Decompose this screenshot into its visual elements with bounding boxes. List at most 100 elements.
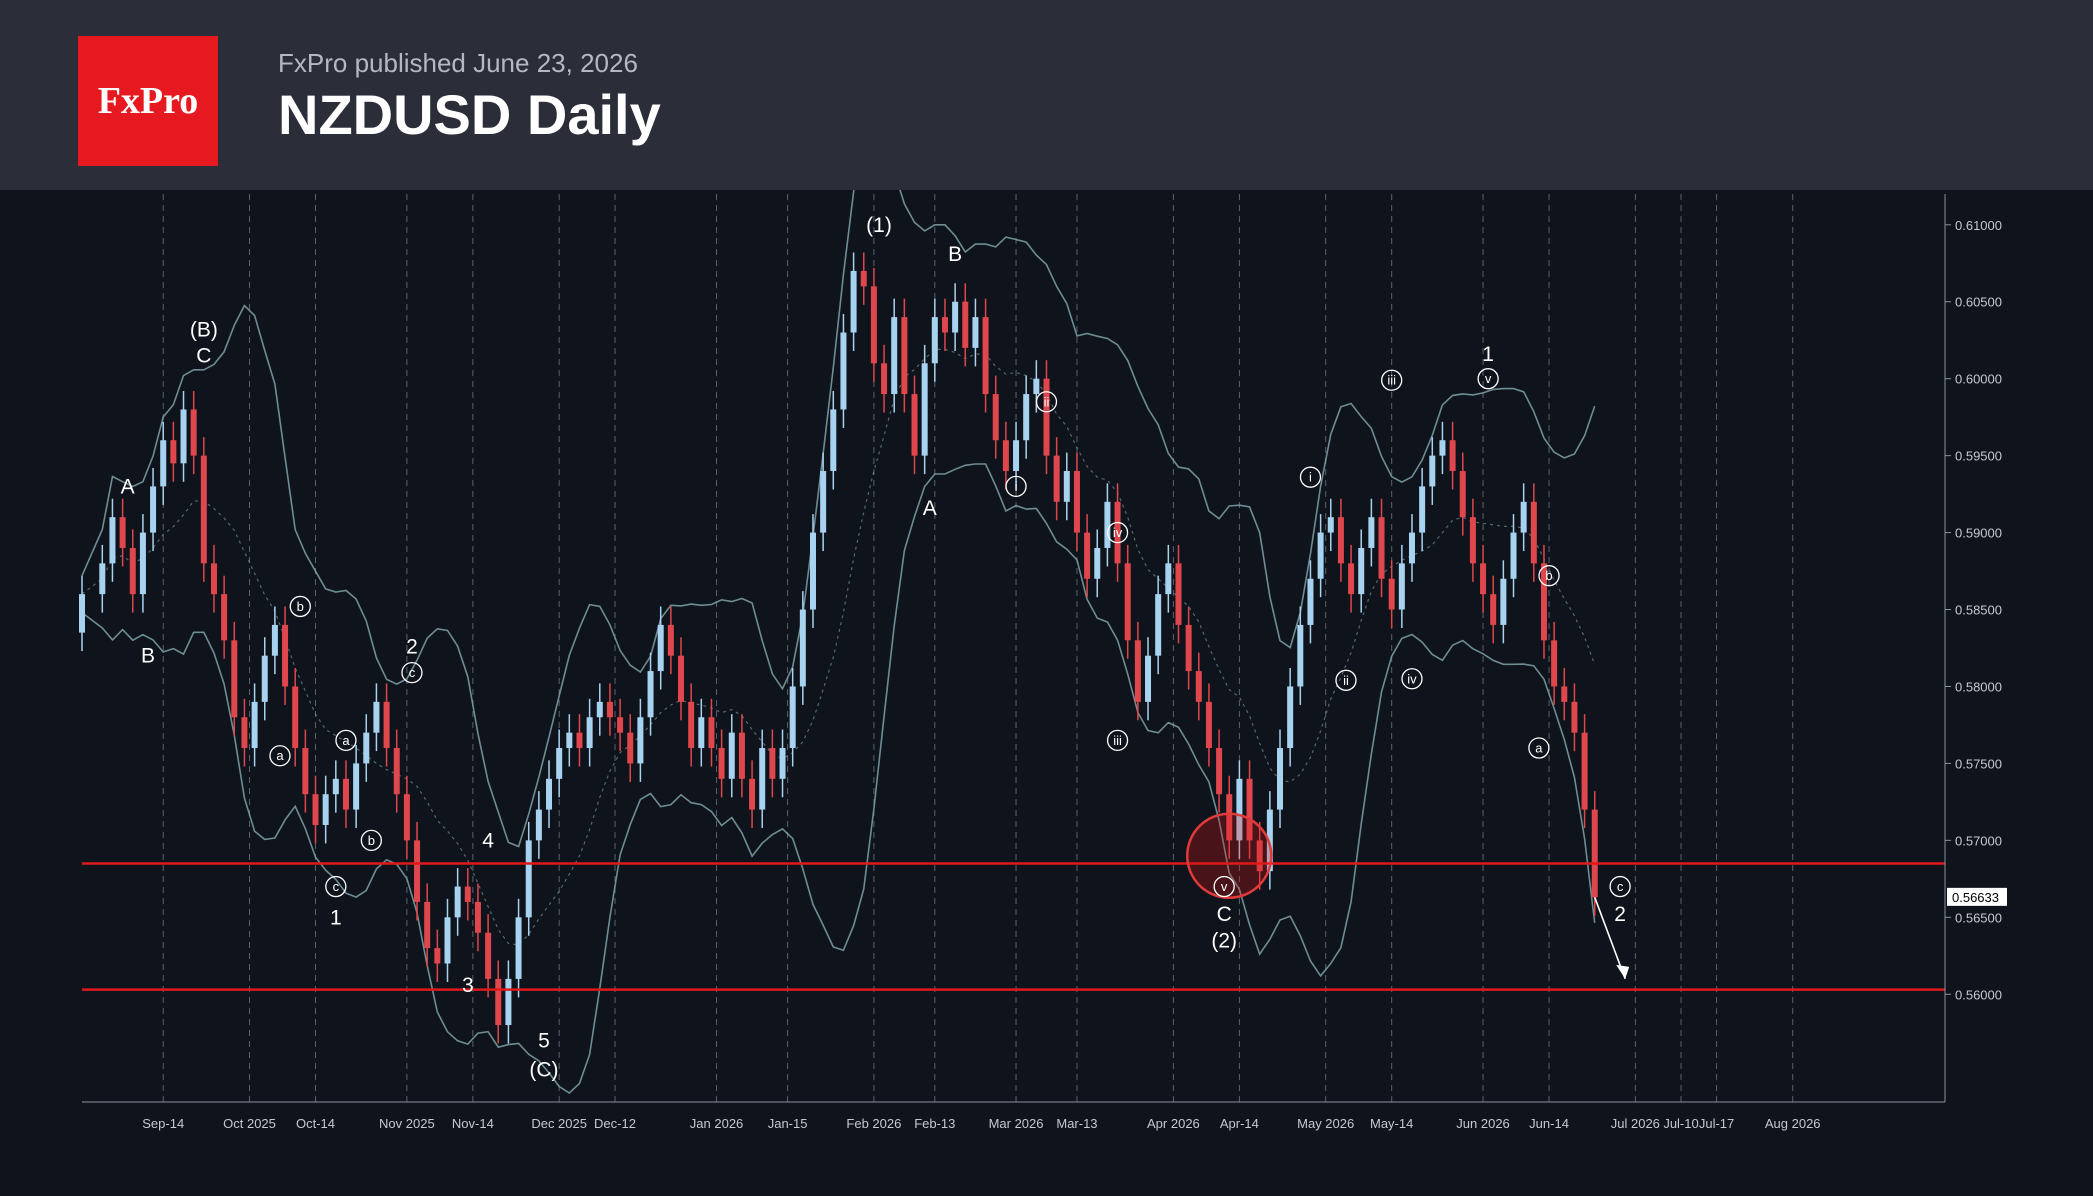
support-levels xyxy=(82,812,1945,991)
candle-body xyxy=(414,840,421,902)
candle-body xyxy=(1408,532,1415,564)
candle-body xyxy=(667,624,674,656)
candle-body xyxy=(1368,517,1375,548)
candle-body xyxy=(688,701,695,749)
candle-body xyxy=(1023,394,1030,441)
candle-body xyxy=(1195,671,1202,702)
candle-body xyxy=(1053,455,1060,502)
y-tick-label: 0.57000 xyxy=(1955,833,2002,848)
candle-body xyxy=(332,778,339,795)
candle-body xyxy=(809,532,816,610)
wave-label-circle xyxy=(1381,369,1403,391)
wave-label: i xyxy=(1309,470,1312,485)
candle-body xyxy=(972,317,979,348)
y-tick-label: 0.56500 xyxy=(1955,910,2002,925)
wave-label-circle xyxy=(1106,521,1129,544)
candle-body xyxy=(302,748,309,795)
candle-body xyxy=(383,701,390,749)
candle-body xyxy=(830,409,837,472)
x-tick-label: Jun 2026 xyxy=(1456,1116,1510,1131)
candle-body xyxy=(1256,840,1263,872)
candle-body xyxy=(515,917,522,979)
x-tick-label: Mar-13 xyxy=(1056,1116,1097,1131)
candle-body xyxy=(982,317,989,395)
projection-line xyxy=(1593,897,1626,980)
wave-label: 4 xyxy=(482,829,494,852)
price-chart[interactable]: AB(B)Cabac1b2c435(C)(1)BAiiiiviiivC(2)ii… xyxy=(0,190,2093,1156)
candle-body xyxy=(738,732,745,779)
candle-body xyxy=(1419,486,1426,533)
candle-body xyxy=(373,701,380,733)
candle-body xyxy=(434,948,441,964)
candle-body xyxy=(627,732,634,764)
wave-label: B xyxy=(141,645,155,668)
candle-body xyxy=(525,840,532,918)
candle-body xyxy=(505,978,512,1026)
candle-body xyxy=(1429,455,1436,487)
candle-body xyxy=(1348,563,1355,595)
candle-body xyxy=(1490,594,1497,625)
wave-label: iv xyxy=(1407,671,1417,686)
candle-body xyxy=(150,486,157,533)
wave-label: c xyxy=(333,879,340,894)
candle-body xyxy=(454,886,461,918)
candle-body xyxy=(1063,471,1070,502)
y-tick-label: 0.58000 xyxy=(1955,679,2002,694)
gridlines xyxy=(162,194,1794,1102)
x-tick-label: Apr 2026 xyxy=(1147,1116,1200,1131)
wave-label-circle xyxy=(1299,466,1322,488)
upper-band xyxy=(81,190,1596,848)
candle-body xyxy=(1094,547,1101,579)
candle-body xyxy=(1307,578,1314,625)
candle-body xyxy=(759,748,766,810)
x-tick-label: Mar 2026 xyxy=(989,1116,1044,1131)
candle-body xyxy=(1226,794,1233,841)
candle-body xyxy=(921,363,928,456)
candle-body xyxy=(708,717,715,749)
candle-body xyxy=(678,655,685,702)
candle-body xyxy=(992,394,999,441)
candle-body xyxy=(403,794,410,841)
wave-label: (B) xyxy=(190,318,218,341)
y-tick-label: 0.60500 xyxy=(1955,295,2002,310)
candle-body xyxy=(485,932,492,979)
candle-body xyxy=(1510,532,1517,579)
candle-body xyxy=(1571,701,1578,733)
candle-body xyxy=(251,701,258,749)
wave-label: iii xyxy=(1387,373,1396,388)
candle-body xyxy=(1469,517,1476,564)
candle-body xyxy=(271,624,278,656)
candle-body xyxy=(129,547,136,595)
candle-body xyxy=(596,701,603,718)
x-tick-label: Jul 2026 xyxy=(1611,1116,1660,1131)
wave-label-circle xyxy=(335,729,357,751)
wave-label-circle xyxy=(269,745,291,767)
candle-body xyxy=(891,317,898,395)
wave-label-circle xyxy=(1005,475,1027,498)
candle-body xyxy=(1084,532,1091,579)
candle-body xyxy=(495,978,502,1026)
candle-body xyxy=(769,748,776,779)
candle-body xyxy=(1449,440,1456,472)
wave-label-circle xyxy=(289,595,311,618)
candle-body xyxy=(1175,563,1182,625)
x-tick-label: Jun-14 xyxy=(1529,1116,1569,1131)
x-tick-label: Feb-13 xyxy=(914,1116,955,1131)
y-tick-label: 0.57500 xyxy=(1955,756,2002,771)
candle-body xyxy=(1551,640,1558,687)
candle-body xyxy=(1378,517,1385,579)
wave-label: b xyxy=(297,599,304,614)
wave-label: b xyxy=(368,833,375,848)
candle-body xyxy=(474,901,481,933)
wave-label: a xyxy=(276,748,284,763)
highlight-circle xyxy=(1185,812,1273,900)
wave-label: 2 xyxy=(1614,903,1626,926)
candle-body xyxy=(261,655,268,702)
candle-body xyxy=(363,732,370,764)
candle-body xyxy=(901,317,908,395)
wave-label: 2 xyxy=(406,635,418,658)
candle-body xyxy=(637,717,644,764)
candle-body xyxy=(119,517,126,548)
candle-body xyxy=(353,763,360,810)
x-tick-label: Jan 2026 xyxy=(690,1116,744,1131)
